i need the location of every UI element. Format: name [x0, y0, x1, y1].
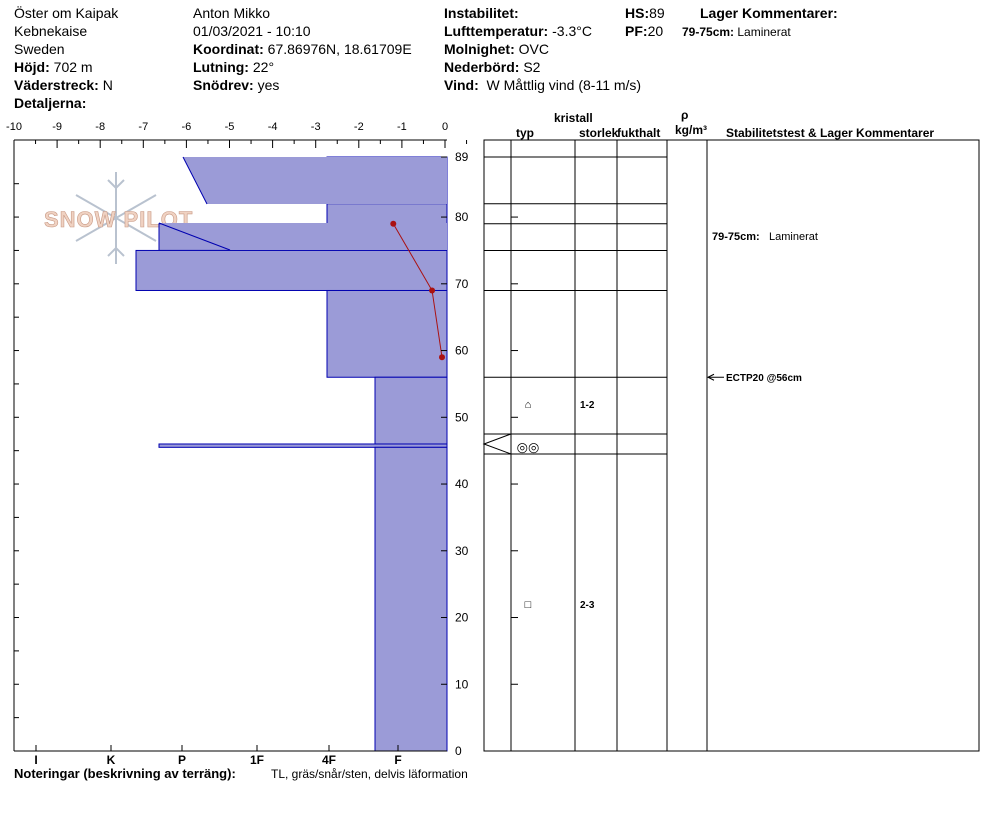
- aspect-label: Väderstreck:: [14, 77, 99, 93]
- hardness-tick-label: 1F: [250, 753, 264, 767]
- hardness-tick-label: F: [394, 753, 401, 767]
- country: Sweden: [14, 41, 65, 57]
- sky-label: Molnighet:: [444, 41, 515, 57]
- slope-label: Lutning:: [193, 59, 249, 75]
- y-tick-label: 80: [455, 210, 469, 224]
- temperature-point: [429, 287, 436, 294]
- y-tick-label: 89: [455, 150, 469, 164]
- hardness-layer: [374, 376, 448, 445]
- coord-value: 67.86976N, 18.61709E: [267, 41, 412, 57]
- slope-value: 22°: [252, 59, 275, 75]
- temperature-point: [390, 220, 397, 227]
- precip-label: Nederbörd:: [444, 59, 520, 75]
- top-tick-label: -2: [354, 121, 364, 133]
- y-tick-label: 50: [455, 410, 469, 424]
- hs-label: HS:: [625, 5, 650, 21]
- layer-comments-title: Lager Kommentarer:: [700, 5, 838, 21]
- y-tick-label: 40: [455, 477, 469, 491]
- hardness-layer: [135, 249, 448, 291]
- hardness-layer: [158, 443, 448, 448]
- test-arrowhead: [706, 373, 715, 381]
- pf-label: PF:: [625, 23, 648, 39]
- hardness-layer: [374, 446, 448, 752]
- y-tick-label: 10: [455, 677, 469, 691]
- comment-range: 79-75cm:: [712, 231, 760, 243]
- snowflake-icon: [75, 172, 157, 264]
- hardness-tick-label: P: [178, 753, 186, 767]
- top-tick-label: -1: [397, 121, 407, 133]
- col-size: storlek: [579, 126, 619, 140]
- col-density-unit: kg/m³: [675, 123, 707, 137]
- y-tick-label: 70: [455, 277, 469, 291]
- y-tick-label: 0: [455, 744, 462, 758]
- temperature-point: [439, 354, 445, 361]
- aspect-value: N: [102, 77, 113, 93]
- wind-value: W Måttlig vind (8-11 m/s): [486, 77, 642, 93]
- hardness-layer: [326, 203, 448, 225]
- footer-label: Noteringar (beskrivning av terräng):: [14, 766, 236, 781]
- comment-text: Laminerat: [769, 231, 818, 243]
- sky-value: OVC: [518, 41, 549, 57]
- top-tick-label: -8: [95, 121, 105, 133]
- layer-comment-range: 79-75cm:: [682, 25, 735, 39]
- grain-symbol: ⌂: [525, 399, 532, 411]
- drift-value: yes: [257, 77, 280, 93]
- hardness-layer: [326, 289, 448, 378]
- grain-symbol: ◎◎: [517, 439, 540, 454]
- top-tick-label: -4: [268, 121, 278, 133]
- test-label: ECTP20 @56cm: [726, 373, 802, 384]
- region: Kebnekaise: [14, 23, 88, 39]
- hardness-tick-label: 4F: [322, 753, 336, 767]
- elevation-value: 702 m: [53, 59, 93, 75]
- top-tick-label: -9: [52, 121, 62, 133]
- hardness-tick-label: I: [34, 753, 37, 767]
- col-moisture: fukthalt: [617, 126, 660, 140]
- col-type: typ: [516, 126, 534, 140]
- top-tick-label: -7: [138, 121, 148, 133]
- y-tick-label: 20: [455, 611, 469, 625]
- grain-symbol: □: [525, 599, 532, 611]
- airtemp-value: -3.3°C: [552, 23, 592, 39]
- airtemp-label: Lufttemperatur:: [444, 23, 549, 39]
- details-label: Detaljerna:: [14, 95, 87, 111]
- top-tick-label: 0: [442, 121, 448, 133]
- layer-marker: [482, 433, 512, 455]
- table-frame: [483, 139, 980, 752]
- observer: Anton Mikko: [193, 5, 271, 21]
- col-crystal: kristall: [554, 111, 593, 125]
- hardness-taper-edge: [182, 156, 208, 205]
- hardness-taper-2: [159, 223, 447, 250]
- top-tick-label: -10: [6, 121, 22, 133]
- col-rho: ρ: [681, 108, 688, 122]
- location: Öster om Kaipak: [14, 5, 119, 21]
- top-tick-label: -6: [182, 121, 192, 133]
- hs-value: 89: [649, 5, 665, 21]
- drift-label: Snödrev:: [193, 77, 254, 93]
- instability-label: Instabilitet:: [444, 5, 519, 21]
- top-tick-label: -3: [311, 121, 321, 133]
- top-tick-label: -5: [225, 121, 235, 133]
- pf-value: 20: [647, 23, 664, 39]
- footer-text: TL, gräs/snår/sten, delvis läformation: [271, 767, 468, 781]
- hardness-taper-edge-2: [158, 222, 231, 251]
- wind-label: Vind:: [444, 77, 479, 93]
- hardness-taper: [183, 157, 447, 204]
- hardness-tick-label: K: [107, 753, 116, 767]
- grain-size: 2-3: [580, 600, 595, 611]
- y-tick-label: 60: [455, 344, 469, 358]
- coord-label: Koordinat:: [193, 41, 264, 57]
- layer-comment-text: Laminerat: [737, 25, 791, 39]
- elevation-label: Höjd:: [14, 59, 50, 75]
- col-stability: Stabilitetstest & Lager Kommentarer: [726, 126, 934, 140]
- precip-value: S2: [523, 59, 541, 75]
- datetime: 01/03/2021 - 10:10: [193, 23, 311, 39]
- y-tick-label: 30: [455, 544, 469, 558]
- grain-size: 1-2: [580, 400, 595, 411]
